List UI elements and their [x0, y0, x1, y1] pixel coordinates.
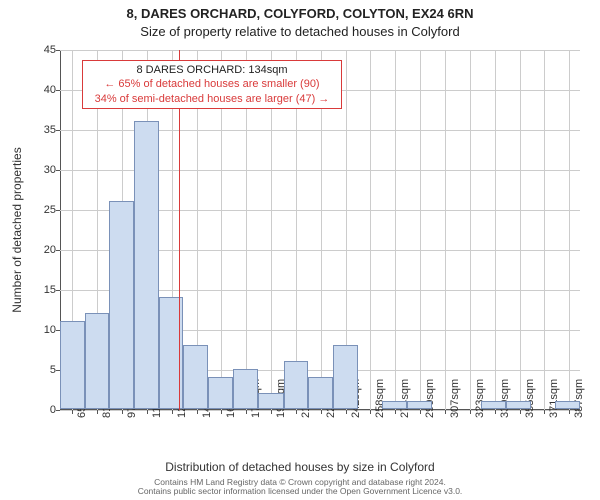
xtick-label: 339sqm	[499, 379, 511, 418]
xtick-mark	[544, 410, 545, 414]
xtick-mark	[246, 410, 247, 414]
ytick-label: 20	[16, 244, 56, 256]
xtick-label: 258sqm	[374, 379, 386, 418]
histogram-bar	[85, 313, 110, 409]
xtick-mark	[520, 410, 521, 414]
histogram-bar	[506, 401, 531, 409]
ytick-label: 25	[16, 204, 56, 216]
xtick-label: 355sqm	[524, 379, 536, 418]
histogram-bar	[284, 361, 309, 409]
xtick-label: 307sqm	[449, 379, 461, 418]
histogram-bar	[481, 401, 506, 409]
xtick-mark	[445, 410, 446, 414]
chart-title: 8, DARES ORCHARD, COLYFORD, COLYTON, EX2…	[0, 6, 600, 21]
gridline-v	[395, 50, 396, 410]
gridline-v	[569, 50, 570, 410]
gridline-v	[544, 50, 545, 410]
ytick-mark	[56, 410, 60, 411]
xtick-mark	[197, 410, 198, 414]
xtick-mark	[271, 410, 272, 414]
chart-subtitle: Size of property relative to detached ho…	[0, 24, 600, 39]
xtick-label: 323sqm	[474, 379, 486, 418]
histogram-bar	[183, 345, 208, 409]
xtick-label: 387sqm	[573, 379, 585, 418]
xtick-mark	[172, 410, 173, 414]
histogram-bar	[109, 201, 134, 409]
xtick-label: 274sqm	[399, 379, 411, 418]
xtick-label: 290sqm	[424, 379, 436, 418]
copyright-line-2: Contains public sector information licen…	[0, 487, 600, 496]
annotation-line-1: 8 DARES ORCHARD: 134sqm	[89, 63, 335, 77]
ytick-mark	[56, 90, 60, 91]
histogram-bar	[308, 377, 333, 409]
copyright-notice: Contains HM Land Registry data © Crown c…	[0, 478, 600, 497]
gridline-v	[495, 50, 496, 410]
xtick-mark	[420, 410, 421, 414]
annotation-line-2: ← 65% of detached houses are smaller (90…	[89, 77, 335, 91]
gridline-v	[370, 50, 371, 410]
annotation-box: 8 DARES ORCHARD: 134sqm← 65% of detached…	[82, 60, 342, 109]
histogram-bar	[233, 369, 258, 409]
histogram-bar	[60, 321, 85, 409]
xtick-mark	[321, 410, 322, 414]
xtick-mark	[122, 410, 123, 414]
xtick-mark	[370, 410, 371, 414]
histogram-bar	[333, 345, 358, 409]
xtick-mark	[569, 410, 570, 414]
ytick-label: 10	[16, 324, 56, 336]
ytick-mark	[56, 210, 60, 211]
x-axis-label: Distribution of detached houses by size …	[0, 460, 600, 474]
xtick-mark	[395, 410, 396, 414]
xtick-mark	[470, 410, 471, 414]
ytick-mark	[56, 130, 60, 131]
gridline-v	[470, 50, 471, 410]
histogram-bar	[208, 377, 233, 409]
ytick-label: 0	[16, 404, 56, 416]
ytick-mark	[56, 290, 60, 291]
ytick-label: 30	[16, 164, 56, 176]
ytick-mark	[56, 250, 60, 251]
xtick-mark	[221, 410, 222, 414]
xtick-mark	[296, 410, 297, 414]
ytick-label: 40	[16, 84, 56, 96]
xtick-mark	[72, 410, 73, 414]
gridline-v	[420, 50, 421, 410]
gridline-v	[445, 50, 446, 410]
histogram-bar	[382, 401, 407, 409]
histogram-bar	[258, 393, 284, 409]
ytick-label: 35	[16, 124, 56, 136]
xtick-mark	[147, 410, 148, 414]
chart-container: 8, DARES ORCHARD, COLYFORD, COLYTON, EX2…	[0, 0, 600, 500]
gridline-v	[520, 50, 521, 410]
ytick-mark	[56, 50, 60, 51]
histogram-bar	[407, 401, 432, 409]
xtick-mark	[97, 410, 98, 414]
ytick-label: 45	[16, 44, 56, 56]
xtick-mark	[346, 410, 347, 414]
xtick-label: 371sqm	[548, 379, 560, 418]
plot-area: 05101520253035404565sqm81sqm97sqm113sqm1…	[60, 50, 580, 410]
annotation-line-3: 34% of semi-detached houses are larger (…	[89, 92, 335, 106]
ytick-label: 15	[16, 284, 56, 296]
ytick-mark	[56, 170, 60, 171]
xtick-mark	[495, 410, 496, 414]
histogram-bar	[134, 121, 159, 409]
ytick-label: 5	[16, 364, 56, 376]
histogram-bar	[555, 401, 580, 409]
